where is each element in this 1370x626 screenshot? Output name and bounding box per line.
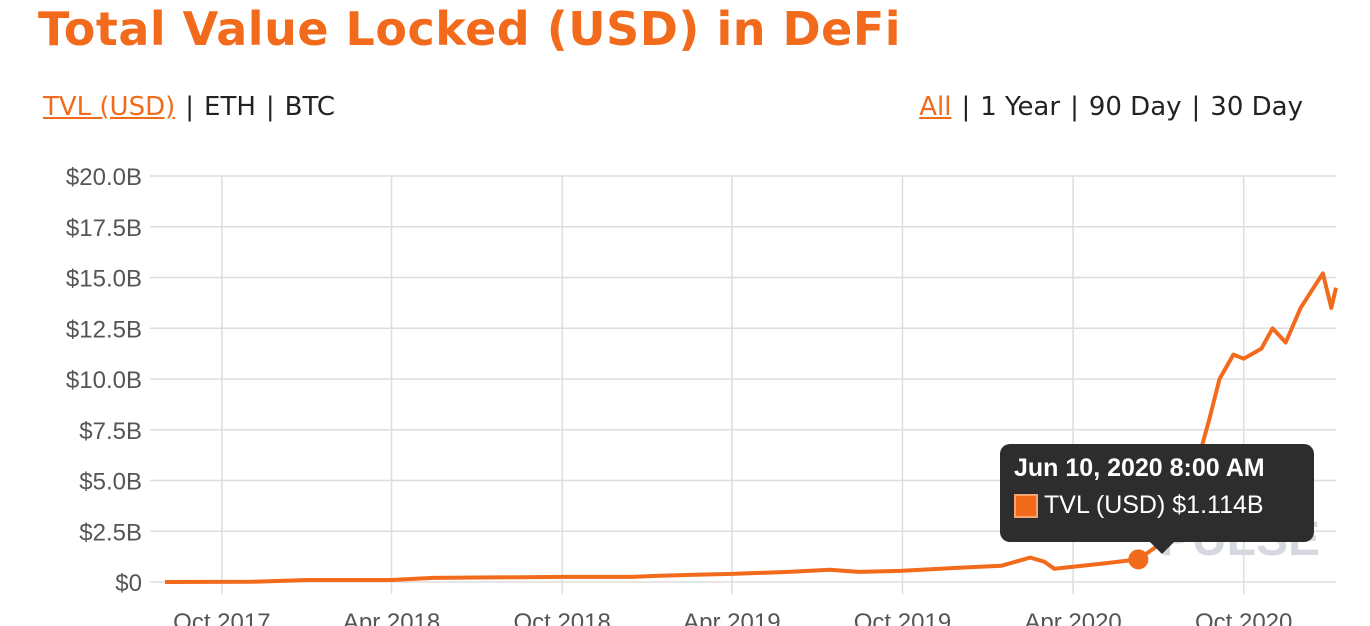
highlight-point (1128, 549, 1149, 570)
divider: | (961, 92, 971, 122)
tab-eth[interactable]: ETH (204, 92, 256, 122)
x-tick-label: Apr 2019 (683, 609, 780, 626)
tooltip-series: TVL (USD) (1044, 491, 1166, 519)
metric-tabs: TVL (USD) | ETH | BTC (43, 92, 335, 122)
y-tick-label: $5.0B (79, 469, 142, 496)
tab-1-year[interactable]: 1 Year (980, 92, 1061, 122)
x-tick-label: Oct 2018 (513, 609, 610, 626)
x-tick-label: Oct 2017 (173, 609, 270, 626)
x-tick-label: Oct 2019 (854, 609, 951, 626)
tab-90-day[interactable]: 90 Day (1088, 92, 1182, 122)
tab-btc[interactable]: BTC (284, 92, 336, 122)
divider: | (1070, 92, 1079, 122)
tooltip-date: Jun 10, 2020 8:00 AM (1014, 454, 1265, 482)
divider: | (265, 92, 275, 122)
divider: | (1191, 92, 1201, 122)
y-tick-label: $17.5B (66, 215, 142, 242)
y-tick-label: $15.0B (66, 266, 142, 293)
divider: | (185, 92, 195, 122)
range-tabs: All | 1 Year | 90 Day | 30 Day (919, 92, 1303, 122)
x-tick-label: Apr 2018 (343, 609, 440, 626)
y-tick-label: $12.5B (66, 316, 142, 343)
series-swatch-icon (1014, 493, 1038, 518)
y-tick-label: $7.5B (79, 418, 142, 445)
x-tick-label: Oct 2020 (1195, 609, 1292, 626)
tooltip: Jun 10, 2020 8:00 AM TVL (USD) $1.114B (1000, 444, 1314, 554)
x-tick-label: Apr 2020 (1024, 609, 1121, 626)
tab-tvl-usd[interactable]: TVL (USD) (43, 92, 176, 122)
tab-all[interactable]: All (919, 92, 952, 122)
y-tick-label: $10.0B (66, 367, 142, 394)
y-tick-label: $2.5B (79, 519, 142, 546)
y-tick-label: $20.0B (66, 164, 142, 191)
y-tick-label: $0 (115, 570, 142, 597)
tooltip-value: $1.114B (1172, 491, 1264, 519)
tab-30-day[interactable]: 30 Day (1210, 92, 1303, 122)
page-title: Total Value Locked (USD) in DeFi (38, 2, 902, 56)
